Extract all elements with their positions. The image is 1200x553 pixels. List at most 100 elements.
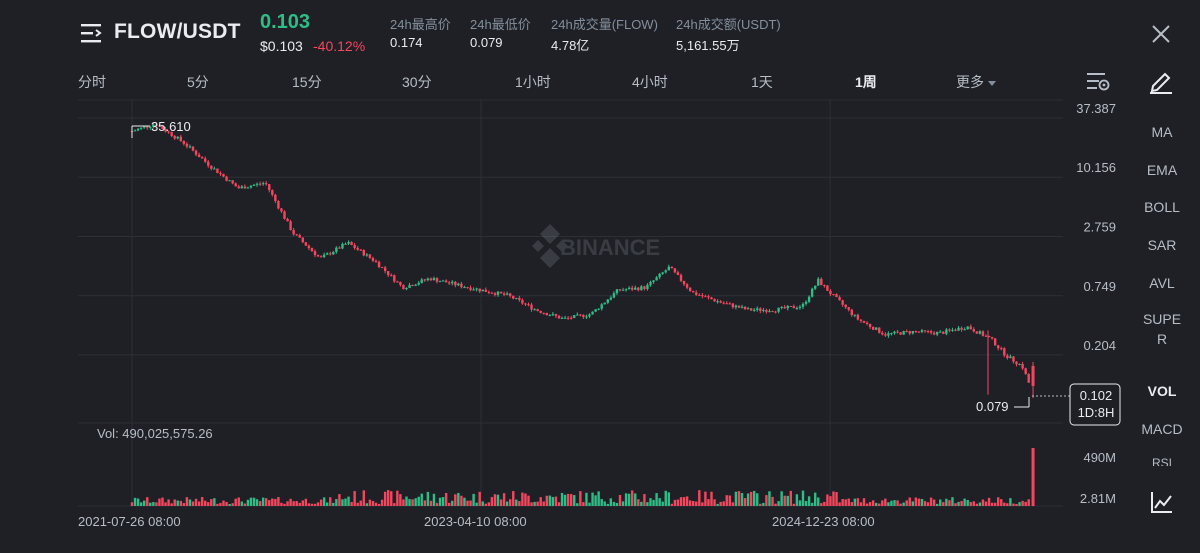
candle-body	[362, 250, 365, 256]
candle-body	[329, 253, 332, 255]
watermark-text: BINANCE	[560, 235, 660, 260]
candle-body	[929, 331, 933, 333]
indicator-macd[interactable]: MACD	[1141, 421, 1183, 437]
volume-bar	[957, 501, 960, 506]
volume-bar	[920, 498, 924, 506]
volume-bar	[158, 498, 161, 506]
volume-bar	[981, 499, 985, 506]
tab-1h[interactable]: 1小时	[515, 74, 551, 90]
indicator-boll[interactable]: BOLL	[1144, 199, 1180, 215]
volume-bar	[856, 498, 860, 506]
volume-bar	[402, 499, 405, 506]
price-chart[interactable]: BINANCE 37.387 10.156 2.759 0.749 0.204 490M 2…	[78, 98, 1128, 518]
volume-bar	[923, 501, 927, 506]
chart-type-icon[interactable]	[1150, 490, 1174, 514]
candle-body	[963, 329, 966, 331]
volume-bar	[871, 500, 875, 506]
volume-bar	[460, 495, 463, 506]
trading-pair[interactable]: FLOW/USDT	[114, 20, 241, 43]
tab-1w[interactable]: 1周	[855, 74, 877, 90]
candle-body	[197, 154, 201, 158]
candle-body	[1015, 361, 1018, 365]
tab-1d[interactable]: 1天	[751, 74, 773, 90]
volume-bar	[948, 500, 951, 506]
volume-bar	[902, 502, 905, 506]
volume-bar	[536, 501, 539, 506]
indicator-rsi[interactable]: RSI	[1151, 456, 1172, 466]
candle-body	[905, 330, 908, 332]
volume-bar	[298, 502, 301, 506]
candle-body	[505, 293, 509, 295]
tab-5m[interactable]: 5分	[187, 74, 209, 90]
volume-bar	[457, 492, 460, 506]
volume-bar	[780, 491, 783, 506]
candle-body	[911, 331, 914, 334]
candle-body	[676, 272, 680, 275]
volume-bar	[194, 498, 198, 506]
candle-body	[957, 327, 960, 331]
tab-30m[interactable]: 30分	[402, 74, 432, 90]
volume-bar	[347, 496, 350, 506]
candle-body	[423, 279, 426, 281]
candle-body	[319, 256, 323, 258]
tab-15m[interactable]: 15分	[292, 74, 322, 90]
indicator-ema[interactable]: EMA	[1146, 162, 1178, 178]
volume-bar	[484, 503, 487, 506]
tab-more[interactable]: 更多	[956, 72, 996, 92]
candle-body	[658, 273, 661, 278]
indicator-sar[interactable]: SAR	[1147, 237, 1177, 253]
candle-body	[237, 186, 240, 189]
volume-bar	[1018, 502, 1021, 506]
stat-24h-turnover-label: 24h成交额(USDT)	[676, 17, 781, 32]
volume-bar	[722, 501, 725, 506]
volume-bar	[847, 498, 850, 506]
candle-countdown: 1D:8H	[1078, 405, 1115, 420]
menu-icon[interactable]	[80, 22, 104, 44]
volume-bar	[1015, 503, 1018, 506]
indicator-ma[interactable]: MA	[1151, 124, 1173, 140]
tab-time-line[interactable]: 分时	[78, 74, 106, 90]
volume-bar	[579, 491, 582, 506]
volume-bar	[606, 503, 609, 506]
volume-bar	[566, 493, 570, 506]
candle-body	[890, 333, 893, 335]
candle-body	[798, 306, 802, 309]
volume-bar	[826, 494, 829, 506]
candle-body	[762, 309, 765, 311]
candle-body	[1009, 356, 1012, 359]
volume-bar	[295, 501, 298, 506]
volume-bar	[804, 500, 808, 506]
x-axis-label-2: 2023-04-10 08:00	[424, 514, 527, 529]
close-icon[interactable]	[1150, 23, 1172, 45]
candle-body	[917, 331, 921, 333]
tab-4h[interactable]: 4小时	[632, 74, 668, 90]
indicator-avl[interactable]: AVL	[1149, 275, 1175, 291]
chart-settings-icon[interactable]	[1085, 70, 1111, 92]
candle-body	[457, 283, 460, 286]
candle-body	[670, 266, 674, 269]
volume-bar	[509, 499, 512, 506]
indicator-super[interactable]: SUPE	[1142, 311, 1182, 327]
volume-bar	[588, 502, 591, 506]
candle-body	[728, 303, 731, 305]
candle-body	[847, 307, 850, 310]
candle-body	[170, 132, 173, 137]
candle-body	[899, 332, 902, 335]
candle-body	[271, 190, 274, 195]
volume-bar	[469, 500, 472, 506]
indicator-super-wrap[interactable]: R	[1156, 331, 1168, 347]
volume-bar	[893, 500, 896, 506]
candle-body	[560, 317, 564, 319]
volume-bar	[512, 491, 515, 506]
candle-body	[359, 249, 362, 251]
indicator-vol[interactable]: VOL	[1147, 383, 1177, 399]
volume-bar	[865, 503, 869, 506]
candle-body	[679, 274, 683, 281]
draw-tool-icon[interactable]	[1148, 68, 1174, 94]
volume-bar	[542, 501, 545, 506]
candle-body	[179, 136, 182, 141]
candle-body	[853, 314, 857, 316]
volume-bar	[234, 498, 237, 506]
volume-bar	[359, 500, 362, 506]
candle-body	[932, 332, 936, 335]
